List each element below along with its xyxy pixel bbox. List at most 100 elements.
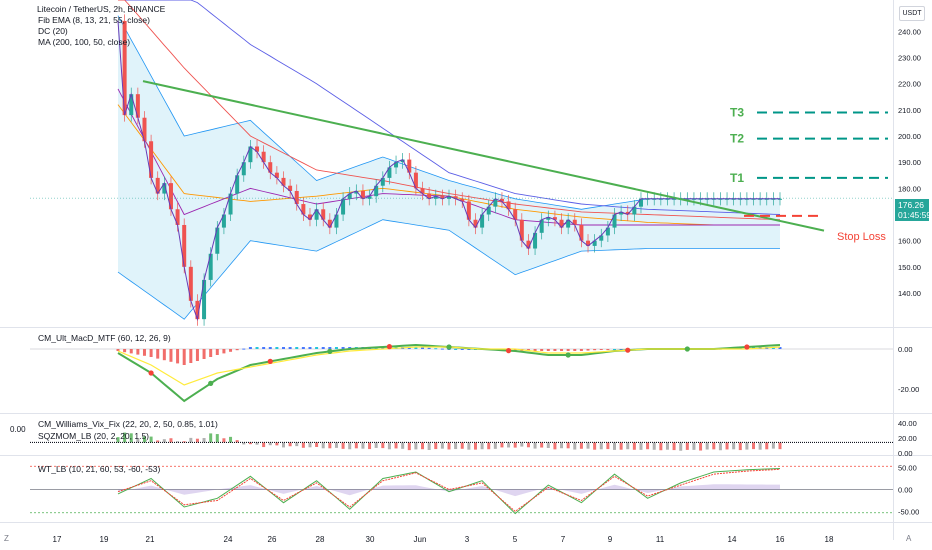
vix-bar [546, 442, 550, 448]
macd-histogram-bar [540, 349, 544, 351]
macd-histogram-bar [248, 347, 252, 349]
macd-cross-dot [625, 347, 631, 353]
candle-body [486, 206, 491, 215]
vix-bar [626, 442, 630, 450]
candle-body [248, 146, 253, 163]
timezone-icon[interactable]: Z [4, 534, 9, 543]
candle-body [427, 193, 432, 199]
macd-cross-dot [267, 358, 273, 364]
wt-pane-title[interactable]: WT_LB (10, 21, 60, 53, -60, -53) [38, 464, 161, 474]
vix-axis-label: 40.00 [898, 419, 917, 428]
candle-body [341, 198, 346, 215]
indicator-ma[interactable]: MA (200, 100, 50, close) [38, 37, 131, 47]
candle-body [367, 196, 372, 199]
candle-body [744, 198, 749, 200]
candle-body [592, 240, 597, 246]
time-axis-label: 16 [776, 535, 785, 544]
macd-cross-dot [744, 344, 750, 350]
time-axis-label: Jun [414, 535, 427, 544]
candle-body [632, 206, 637, 215]
vix-bar [599, 442, 603, 450]
vix-bar [520, 442, 524, 447]
vix-bar [560, 442, 564, 449]
vix-bar [169, 438, 173, 443]
candle-body [552, 217, 557, 220]
vix-bar [507, 442, 511, 448]
macd-histogram-bar [593, 349, 597, 351]
vix-bar [222, 438, 226, 443]
vix-bar [672, 442, 676, 451]
vix-bar [606, 442, 610, 450]
vix-bar [189, 437, 193, 443]
wt-area [118, 484, 780, 497]
vix-bar [301, 442, 305, 448]
sqz-pane-title[interactable]: SQZMOM_LB (20, 2, 20, 1.5) [38, 431, 150, 441]
donchian-lower-line [117, 219, 780, 320]
vix-bar [699, 442, 703, 451]
descending-trendline [142, 80, 825, 232]
vix-bar [215, 434, 219, 443]
macd-cross-dot [386, 344, 393, 350]
candle-body [691, 198, 696, 200]
macd-cross-dot [327, 348, 333, 354]
macd-histogram-bar [778, 347, 782, 349]
candle-body [182, 224, 187, 267]
candle-body [751, 198, 756, 200]
candle-body [579, 224, 584, 241]
wt-axis-label: 0.00 [898, 486, 913, 495]
indicator-fib-ema[interactable]: Fib EMA (8, 13, 21, 55, close) [38, 15, 150, 25]
vix-bar [718, 442, 722, 451]
candle-body [321, 209, 326, 220]
indicator-dc[interactable]: DC (20) [38, 26, 68, 36]
candle-body [195, 300, 200, 320]
vix-bar [632, 442, 636, 450]
vix-bar [752, 442, 756, 450]
candle-body [619, 211, 624, 215]
candle-body [255, 146, 260, 152]
vix-bar [513, 442, 517, 448]
wt2-line [117, 468, 781, 513]
vix-bar [447, 442, 451, 450]
price-axis-label: 210.00 [898, 106, 921, 115]
candle-body [711, 198, 716, 200]
candle-body [122, 20, 127, 116]
auto-scale-icon[interactable]: A [906, 534, 912, 543]
vix-bar [195, 438, 199, 443]
macd-histogram-bar [619, 349, 623, 350]
macd-histogram-bar [262, 347, 266, 349]
vix-bar [685, 442, 689, 450]
vix-bar [162, 439, 166, 443]
macd-histogram-bar [129, 349, 133, 354]
vix-bar [142, 436, 146, 443]
vix-bar [745, 442, 749, 450]
candle-body [261, 151, 266, 163]
vix-bar [341, 442, 345, 449]
macd-histogram-bar [116, 349, 120, 351]
vix-pane-title[interactable]: CM_Williams_Vix_Fix (22, 20, 2, 50, 0.85… [38, 419, 218, 429]
macd-histogram-bar [553, 349, 557, 351]
macd-histogram-bar [275, 347, 279, 349]
candle-body [281, 177, 286, 186]
candle-body [513, 209, 518, 220]
candle-body [168, 183, 173, 210]
candle-body [354, 190, 359, 194]
currency-button[interactable]: USDT [899, 6, 925, 21]
candle-body [460, 198, 465, 202]
vix-bar [454, 442, 458, 450]
vix-bar [725, 442, 729, 450]
price-axis-label: 150.00 [898, 263, 921, 272]
macd-histogram-bar [328, 347, 332, 349]
ma200-line [118, 0, 781, 215]
price-axis-label: 200.00 [898, 132, 921, 141]
macd-pane-title[interactable]: CM_Ult_MacD_MTF (60, 12, 26, 9) [38, 333, 171, 343]
candle-body [360, 190, 365, 199]
time-axis-label: 9 [608, 535, 613, 544]
vix-bar [732, 442, 736, 450]
candle-body [374, 185, 379, 197]
vix-bar [123, 432, 127, 443]
vix-bar [427, 442, 431, 450]
candle-body [499, 198, 504, 202]
vix-bar [129, 433, 133, 443]
candle-body [420, 188, 425, 194]
